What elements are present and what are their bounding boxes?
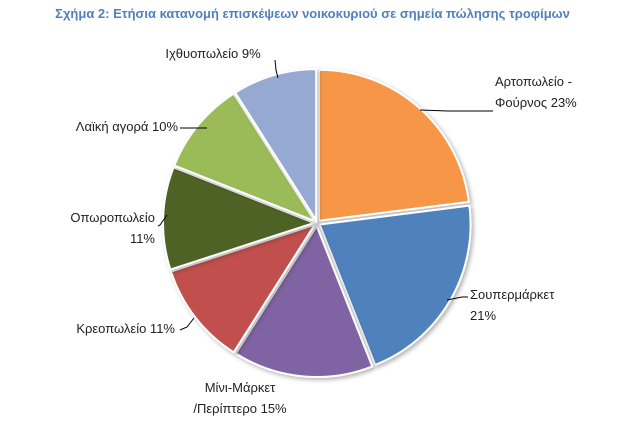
slice-label: Αρτοπωλείο - (495, 74, 572, 89)
slice-label: Λαϊκή αγορά 10% (76, 119, 179, 134)
leader-line (274, 59, 279, 79)
chart-title: Σχήμα 2: Ετήσια κατανομή επισκέψεων νοικ… (55, 6, 570, 21)
leader-line (419, 109, 493, 112)
leader-line (446, 296, 468, 301)
pie-slice (318, 204, 472, 367)
leader-line (157, 214, 168, 227)
pie-slice (317, 68, 470, 222)
slice-label: Οπωροπωλείο (70, 210, 155, 225)
pie-slice (233, 68, 318, 224)
slice-label: 21% (470, 308, 496, 323)
slice-label: Μίνι-Μάρκετ (205, 380, 276, 395)
slice-label: /Περίπτερο 15% (193, 401, 287, 416)
pie-slice (162, 166, 317, 271)
slice-label: Ιχθυοπωλείο 9% (165, 46, 261, 61)
slice-label: Κρεοπωλείο 11% (76, 321, 175, 336)
slice-label: Σουπερμάρκετ (470, 287, 555, 302)
slice-label: Φούρνος 23% (495, 95, 577, 110)
pie-slice (234, 223, 374, 378)
slice-label: 11% (130, 231, 155, 246)
leader-line (179, 317, 195, 331)
pie-slice (172, 92, 318, 224)
pie-slice (169, 223, 317, 354)
